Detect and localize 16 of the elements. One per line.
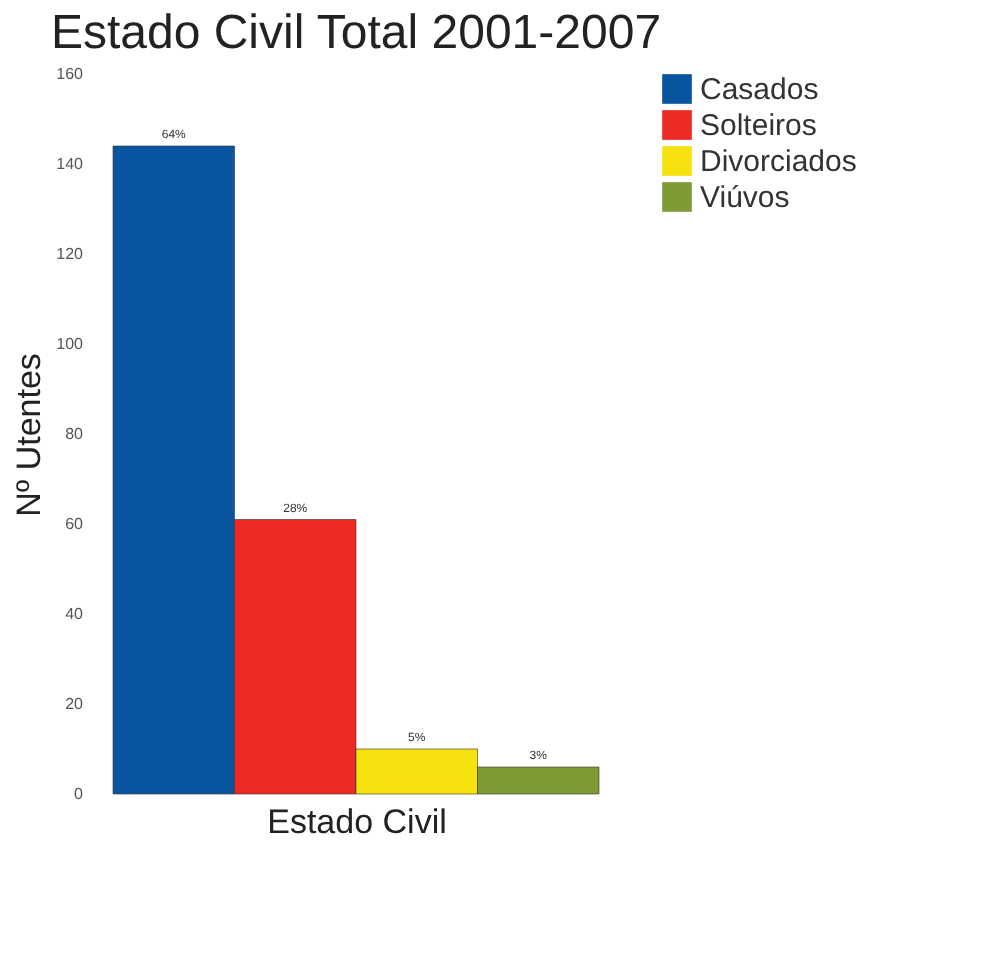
- y-axis-title: Nº Utentes: [10, 353, 49, 517]
- y-tick-label: 20: [65, 695, 85, 713]
- legend-label: Viúvos: [700, 181, 790, 215]
- y-tick-label: 120: [56, 245, 85, 263]
- legend-label: Casados: [700, 73, 819, 107]
- y-tick-label: 0: [74, 785, 85, 803]
- chart-title: Estado Civil Total 2001-2007: [50, 6, 662, 60]
- y-tick-label: 100: [56, 335, 85, 353]
- y-tick-label: 40: [65, 605, 85, 623]
- x-axis-title: Estado Civil: [267, 803, 447, 841]
- y-tick-label: 160: [56, 65, 85, 83]
- y-tick-label: 140: [56, 155, 85, 173]
- y-tick-label: 60: [65, 515, 85, 533]
- y-tick-label: 80: [65, 425, 85, 443]
- legend-label: Solteiros: [700, 109, 817, 143]
- legend-label: Divorciados: [700, 145, 857, 179]
